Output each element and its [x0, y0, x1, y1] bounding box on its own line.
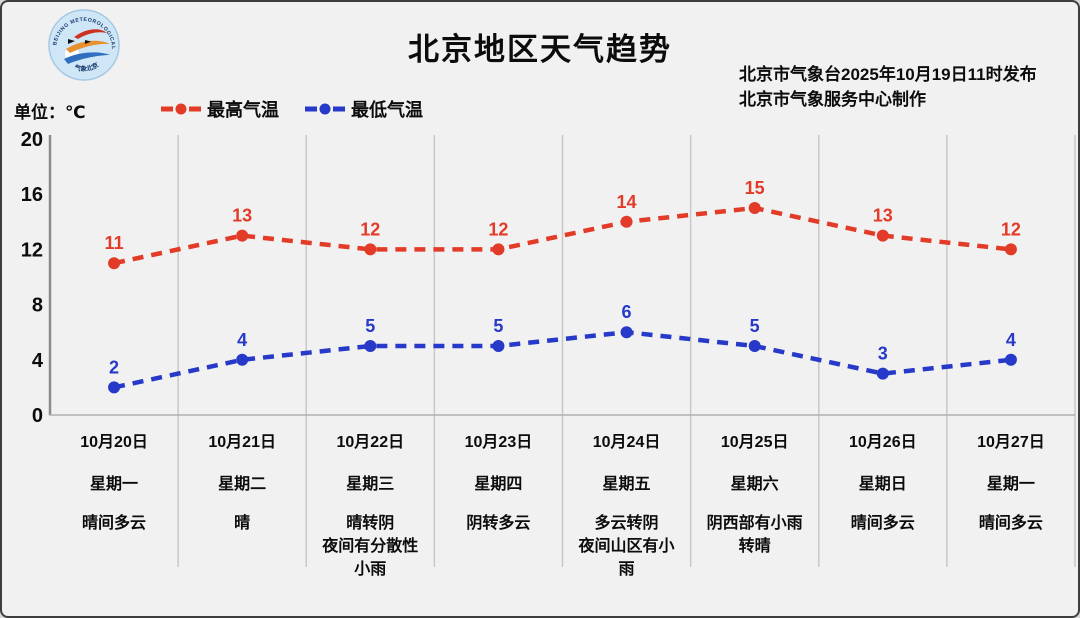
- low-temp-point: [748, 340, 761, 352]
- day-weekday: 星期一: [986, 476, 1035, 493]
- y-axis-tick-label: 4: [32, 350, 44, 372]
- unit-label: 单位：℃: [14, 103, 86, 122]
- low-temp-value-label: 5: [365, 316, 375, 336]
- high-temp-point: [876, 229, 889, 242]
- high-temp-point: [620, 215, 633, 228]
- day-weekday: 星期四: [474, 476, 523, 493]
- day-columns: 10月20日 星期一 晴间多云 10月21日 星期二晴 10月22日 星期三 晴转阴 夜间有分…: [50, 415, 1075, 615]
- day-date: 10月21日: [208, 434, 276, 451]
- high-temp-value-label: 13: [232, 206, 252, 226]
- low-temp-point: [1004, 353, 1017, 366]
- low-temp-value-label: 6: [622, 302, 632, 322]
- legend-item-high-temp: 最高气温: [160, 96, 279, 122]
- legend-item-label: 最低气温: [351, 100, 423, 120]
- y-axis-tick-label: 0: [32, 405, 43, 427]
- y-axis-tick-label: 16: [21, 184, 43, 206]
- high-temp-value-label: 11: [105, 233, 124, 253]
- beijing-meteorological-service-logo-icon: BEIJING METEOROLOGICAL SERVICE 气象北京: [46, 5, 120, 81]
- high-temp-point: [492, 243, 505, 256]
- low-temp-value-label: 4: [237, 330, 247, 350]
- low-temp-line-marker-icon: [305, 103, 345, 115]
- high-temp-line-marker-icon: [161, 103, 201, 115]
- publish-maker-line: 北京市气象服务中心制作: [739, 90, 926, 109]
- day-column: 10月24日 星期五多云转阴 夜间山区有小 雨: [563, 415, 691, 615]
- day-column: 10月23日 星期四阴转多云: [434, 415, 562, 615]
- low-temp-point: [876, 367, 889, 380]
- low-temp-value-label: 3: [878, 344, 888, 364]
- day-date: 10月20日: [80, 434, 148, 451]
- day-weather: 阴西部有小雨 转晴: [706, 515, 803, 555]
- day-weather: 晴: [234, 515, 251, 532]
- y-axis-tick-label: 12: [21, 239, 43, 261]
- high-temp-line: [113, 205, 1012, 266]
- day-weekday: 星期日: [858, 476, 907, 493]
- day-weekday: 星期二: [218, 476, 267, 493]
- temperature-legend: 最高气温 最低气温: [160, 96, 423, 122]
- day-weekday: 星期五: [602, 476, 651, 493]
- high-temp-point: [748, 202, 761, 214]
- day-date: 10月23日: [464, 434, 533, 451]
- day-column: 10月20日 星期一晴间多云: [50, 415, 178, 615]
- low-temp-point: [108, 381, 121, 394]
- low-temp-value-label: 5: [493, 316, 503, 336]
- y-axis-tick-label: 20: [21, 129, 43, 151]
- low-temp-point: [236, 353, 249, 366]
- day-column: 10月25日 星期六阴西部有小雨 转晴: [691, 415, 819, 615]
- day-weather: 阴转多云: [466, 515, 531, 532]
- day-date: 10月22日: [336, 434, 405, 451]
- day-weekday: 星期一: [90, 476, 139, 493]
- day-column: 10月22日 星期三晴转阴 夜间有分散性 小雨: [306, 415, 434, 615]
- day-weekday: 星期三: [346, 476, 395, 493]
- publish-source-line: 北京市气象台2025年10月19日11时发布: [739, 65, 1037, 84]
- day-date: 10月27日: [977, 434, 1045, 451]
- low-temp-value-label: 5: [750, 316, 760, 336]
- day-weather: 晴间多云: [978, 515, 1043, 532]
- day-date: 10月26日: [849, 434, 917, 451]
- day-date: 10月24日: [592, 434, 661, 451]
- day-date: 10月25日: [720, 434, 789, 451]
- low-temp-value-label: 2: [109, 357, 119, 377]
- high-temp-value-label: 13: [873, 206, 893, 226]
- legend-item-label: 最高气温: [207, 100, 279, 120]
- low-temp-point: [364, 340, 377, 352]
- page-title: 北京地区天气趋势: [408, 32, 672, 67]
- day-weather: 晴间多云: [82, 515, 147, 532]
- y-axis-tick-label: 8: [32, 295, 43, 317]
- high-temp-point: [108, 257, 121, 270]
- high-temp-point: [1004, 243, 1017, 256]
- high-temp-value-label: 12: [360, 219, 380, 239]
- day-column: 10月27日 星期一晴间多云: [947, 415, 1075, 615]
- day-column: 10月21日 星期二晴: [178, 415, 306, 615]
- day-weather: 晴转阴 夜间有分散性 小雨: [322, 515, 419, 578]
- legend-item-low-temp: 最低气温: [304, 96, 423, 122]
- high-temp-value-label: 12: [488, 219, 508, 239]
- high-temp-value-label: 12: [1001, 219, 1021, 239]
- low-temp-point: [492, 340, 505, 352]
- low-temp-point: [620, 326, 633, 339]
- high-temp-value-label: 14: [617, 192, 637, 212]
- high-temp-point: [364, 243, 377, 256]
- day-weather: 晴间多云: [850, 515, 915, 532]
- low-temp-line: [113, 329, 1012, 390]
- high-temp-value-label: 15: [745, 178, 765, 198]
- day-weekday: 星期六: [730, 476, 779, 493]
- low-temp-value-label: 4: [1006, 330, 1016, 350]
- publish-info: 北京市气象台2025年10月19日11时发布 北京市气象服务中心制作: [739, 62, 1037, 112]
- day-column: 10月26日 星期日晴间多云: [819, 415, 947, 615]
- day-weather: 多云转阴 夜间山区有小 雨: [578, 515, 675, 578]
- high-temp-point: [236, 229, 249, 242]
